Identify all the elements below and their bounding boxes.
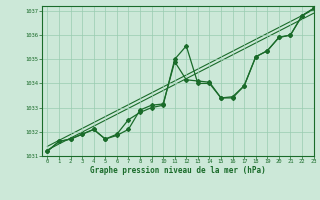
X-axis label: Graphe pression niveau de la mer (hPa): Graphe pression niveau de la mer (hPa): [90, 166, 266, 175]
